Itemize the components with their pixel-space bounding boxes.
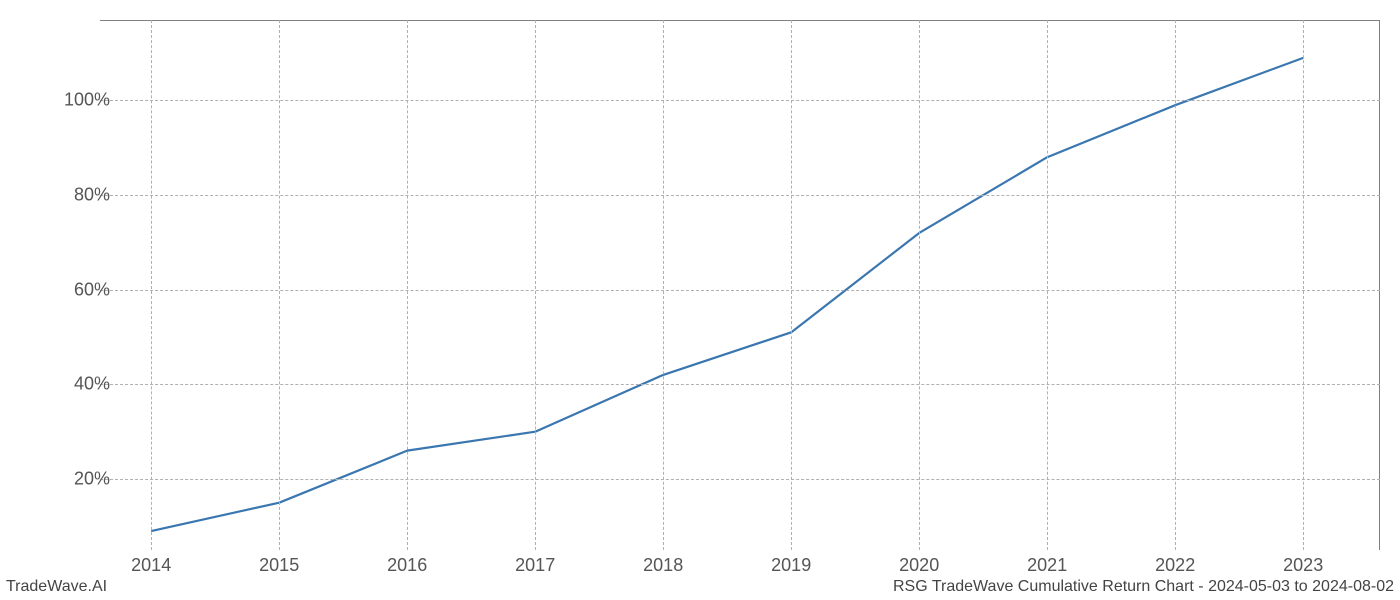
x-axis-tick-label: 2022 (1155, 555, 1195, 576)
grid-line-vertical (1175, 20, 1176, 550)
grid-line-vertical (663, 20, 664, 550)
y-axis-tick-label: 40% (50, 374, 110, 395)
grid-line-vertical (535, 20, 536, 550)
grid-line-horizontal (100, 479, 1380, 480)
footer-right-caption: RSG TradeWave Cumulative Return Chart - … (893, 578, 1394, 596)
grid-line-vertical (1303, 20, 1304, 550)
x-axis-tick-label: 2015 (259, 555, 299, 576)
footer-left-brand: TradeWave.AI (6, 578, 107, 596)
chart-plot-area (100, 20, 1380, 550)
grid-line-horizontal (100, 384, 1380, 385)
grid-line-vertical (151, 20, 152, 550)
return-line-series (151, 58, 1303, 531)
grid-line-vertical (279, 20, 280, 550)
grid-line-horizontal (100, 195, 1380, 196)
x-axis-tick-label: 2023 (1283, 555, 1323, 576)
grid-line-vertical (1047, 20, 1048, 550)
y-axis-tick-label: 100% (50, 90, 110, 111)
grid-line-horizontal (100, 100, 1380, 101)
grid-line-vertical (791, 20, 792, 550)
y-axis-tick-label: 20% (50, 469, 110, 490)
x-axis-tick-label: 2017 (515, 555, 555, 576)
x-axis-tick-label: 2016 (387, 555, 427, 576)
grid-line-horizontal (100, 290, 1380, 291)
x-axis-tick-label: 2020 (899, 555, 939, 576)
x-axis-tick-label: 2014 (131, 555, 171, 576)
grid-line-vertical (919, 20, 920, 550)
y-axis-tick-label: 60% (50, 279, 110, 300)
x-axis-tick-label: 2018 (643, 555, 683, 576)
grid-line-vertical (407, 20, 408, 550)
x-axis-tick-label: 2019 (771, 555, 811, 576)
x-axis-tick-label: 2021 (1027, 555, 1067, 576)
y-axis-tick-label: 80% (50, 185, 110, 206)
